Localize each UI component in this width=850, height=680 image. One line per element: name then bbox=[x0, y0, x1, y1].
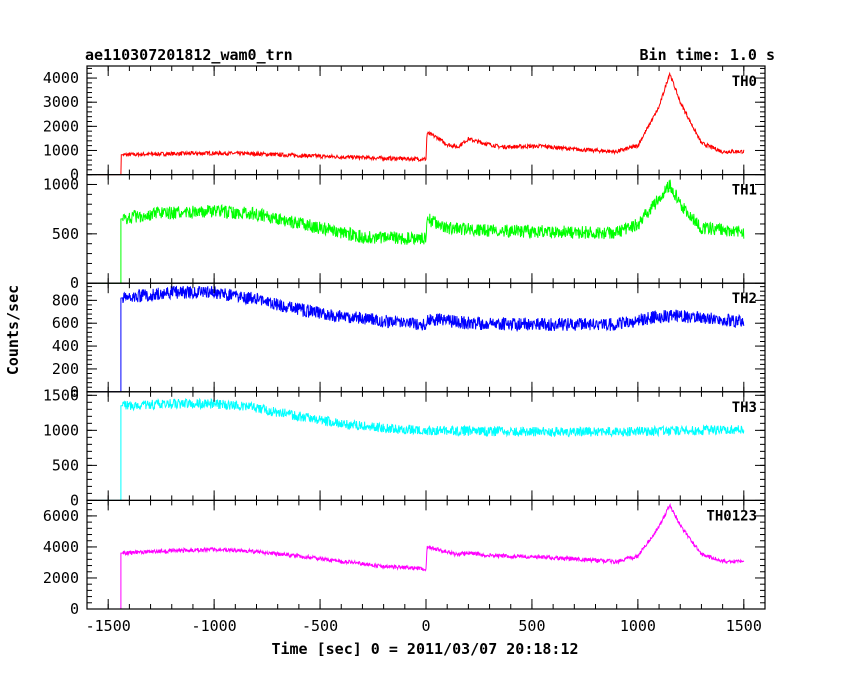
y-tick-label: 1000 bbox=[43, 141, 79, 159]
panel-th2: 0 200 400 600 800 TH2 bbox=[52, 282, 766, 401]
x-axis-label: Time [sec] 0 = 2011/03/07 20:18:12 bbox=[271, 640, 578, 658]
y-axis-label: Counts/sec bbox=[4, 285, 22, 375]
chart-title: ae110307201812_wam0_trn bbox=[85, 46, 293, 64]
panel-label: TH0 bbox=[732, 74, 757, 90]
x-tick-label: 1000 bbox=[620, 617, 656, 635]
y-tick-label: 500 bbox=[52, 225, 79, 243]
x-tick-label: 1500 bbox=[726, 617, 762, 635]
panel-label: TH0123 bbox=[706, 508, 757, 524]
y-tick-label: 1500 bbox=[43, 386, 79, 404]
panel-th0123: 0 2000 4000 6000 TH0123 bbox=[43, 499, 766, 618]
y-tick-label: 1000 bbox=[43, 421, 79, 439]
panel-label: TH2 bbox=[732, 291, 757, 307]
x-tick-label: -500 bbox=[302, 617, 338, 635]
panel-label: TH1 bbox=[732, 183, 757, 199]
panel-th1: 0 500 1000 TH1 bbox=[43, 174, 766, 292]
series-line-th2 bbox=[97, 285, 745, 393]
y-tick-label: 4000 bbox=[43, 538, 79, 556]
y-tick-label: 400 bbox=[52, 337, 79, 355]
bin-time-label: Bin time: 1.0 s bbox=[640, 46, 775, 64]
y-tick-label: 500 bbox=[52, 456, 79, 474]
series-line-th0 bbox=[97, 71, 745, 176]
y-tick-label: 0 bbox=[70, 383, 79, 401]
series-line-th3 bbox=[97, 397, 745, 501]
x-tick-label: 500 bbox=[518, 617, 545, 635]
y-tick-label: 2000 bbox=[43, 117, 79, 135]
y-tick-label: 2000 bbox=[43, 569, 79, 587]
y-tick-label: 4000 bbox=[43, 69, 79, 87]
x-tick-label: -1500 bbox=[86, 617, 131, 635]
panel-frame bbox=[86, 174, 766, 284]
series-line-th1 bbox=[97, 179, 745, 284]
panel-th0: 0 1000 2000 3000 4000 TH0 bbox=[43, 65, 766, 184]
y-tick-label: 200 bbox=[52, 360, 79, 378]
y-tick-label: 3000 bbox=[43, 93, 79, 111]
y-tick-label: 1000 bbox=[43, 175, 79, 193]
x-tick-label: 0 bbox=[421, 617, 430, 635]
y-tick-label: 0 bbox=[70, 166, 79, 184]
panel-label: TH3 bbox=[732, 400, 757, 416]
y-tick-label: 800 bbox=[52, 291, 79, 309]
y-tick-label: 0 bbox=[70, 600, 79, 618]
y-tick-label: 0 bbox=[70, 491, 79, 509]
y-tick-label: 0 bbox=[70, 274, 79, 292]
x-tick-label: -1000 bbox=[192, 617, 237, 635]
x-tick-labels: -1500 -1000 -500 0 500 1000 1500 bbox=[86, 617, 762, 635]
y-tick-label: 600 bbox=[52, 314, 79, 332]
y-tick-label: 6000 bbox=[43, 507, 79, 525]
series-line-th0123 bbox=[97, 502, 745, 610]
panel-frame bbox=[86, 391, 766, 501]
panel-frame bbox=[86, 282, 766, 393]
panel-th3: 0 500 1000 1500 TH3 bbox=[43, 386, 766, 509]
